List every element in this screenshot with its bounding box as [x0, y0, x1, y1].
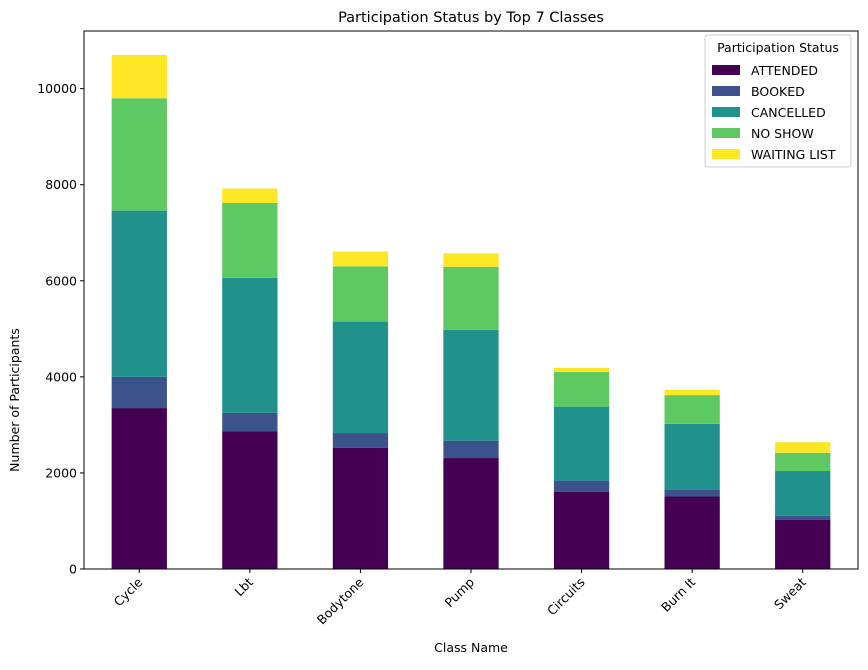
bar-segment — [664, 395, 720, 424]
y-tick-label: 2000 — [45, 465, 77, 480]
bar-segment — [443, 329, 499, 441]
bar-segment — [553, 372, 610, 407]
legend-title: Participation Status — [717, 40, 839, 55]
bar-segment — [443, 266, 499, 330]
bar-segment — [222, 277, 278, 413]
legend-frame — [704, 34, 852, 168]
bar-segment — [553, 480, 610, 492]
bar-segment — [222, 412, 278, 432]
bar-segment — [111, 55, 167, 99]
bar-segment — [332, 251, 389, 267]
legend-swatch — [712, 128, 740, 138]
bar-segment — [664, 489, 720, 497]
legend-label: WAITING LIST — [751, 147, 836, 162]
bar-segment — [553, 491, 610, 569]
bar-segment — [111, 376, 167, 409]
x-tick-label: Pump — [442, 574, 478, 610]
chart-title: Participation Status by Top 7 Classes — [338, 10, 604, 26]
bar-segment — [111, 210, 167, 377]
legend-swatch — [712, 86, 740, 96]
bar-segment — [775, 442, 831, 453]
y-tick-label: 8000 — [45, 177, 77, 192]
bar-segment — [443, 440, 499, 459]
x-tick-label: Lbt — [231, 574, 256, 599]
bar-segment — [332, 433, 389, 448]
legend-label: BOOKED — [751, 84, 805, 99]
bar-segment — [222, 202, 278, 278]
bar-segment — [111, 408, 167, 569]
bar-segment — [222, 188, 278, 203]
legend-label: CANCELLED — [751, 105, 826, 120]
x-tick-label: Sweat — [771, 574, 809, 612]
y-tick-label: 10000 — [37, 81, 77, 96]
legend-swatch — [712, 149, 740, 159]
bars-layer — [111, 55, 831, 569]
x-tick-label: Circuits — [544, 575, 588, 619]
bar-segment — [775, 515, 831, 520]
bar-segment — [775, 520, 831, 569]
bar-segment — [775, 452, 831, 471]
bar-segment — [664, 389, 720, 396]
bar-segment — [664, 423, 720, 490]
y-tick-label: 4000 — [45, 369, 77, 384]
legend-swatch — [712, 107, 740, 117]
bar-segment — [443, 458, 499, 569]
x-tick-label: Bodytone — [314, 574, 367, 627]
bar-segment — [664, 496, 720, 569]
bar-segment — [332, 321, 389, 434]
legend: Participation Status ATTENDED BOOKED CANCE… — [704, 34, 852, 168]
x-axis-label: Class Name — [434, 640, 508, 655]
legend-label: ATTENDED — [751, 63, 818, 78]
legend-label: NO SHOW — [751, 126, 814, 141]
bar-segment — [553, 406, 610, 481]
bar-segment — [222, 431, 278, 569]
bar-segment — [111, 98, 167, 211]
bar-segment — [553, 367, 610, 373]
x-tick-label: Burn It — [658, 574, 698, 614]
bar-segment — [443, 253, 499, 267]
y-axis-label: Number of Participants — [7, 328, 22, 472]
legend-swatch — [712, 65, 740, 75]
bar-segment — [775, 471, 831, 516]
bar-segment — [332, 266, 389, 322]
y-tick-label: 0 — [69, 562, 77, 577]
bar-segment — [332, 447, 389, 569]
y-tick-label: 6000 — [45, 273, 77, 288]
x-tick-label: Cycle — [111, 574, 146, 609]
